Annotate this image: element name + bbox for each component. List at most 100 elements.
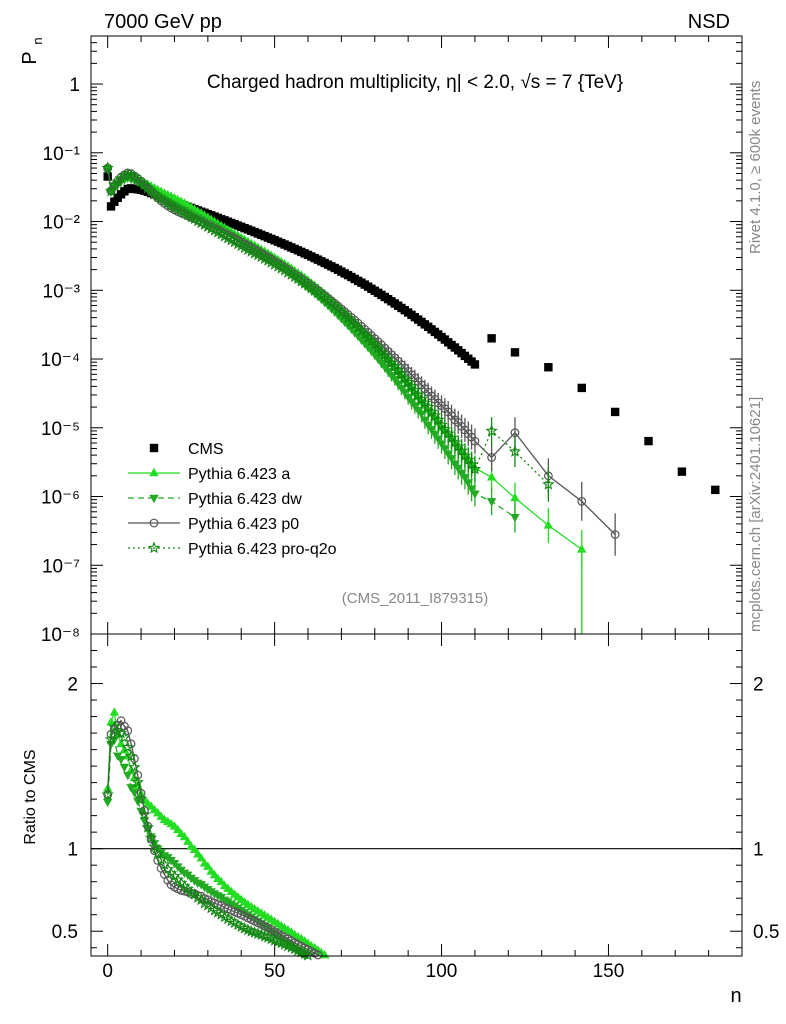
- data-point: [403, 393, 413, 403]
- data-point: [577, 544, 587, 553]
- main-plot-series: [101, 161, 720, 634]
- ratio-axis-ticks: 0.5 0.5 1 1 2 2 0 50 100 150: [52, 634, 779, 982]
- ratio-point: [108, 720, 121, 733]
- ratio-point: [301, 948, 315, 961]
- ratio-y-tick-label: 2: [67, 675, 78, 696]
- ratio-series-pythia-6-423-p0: [103, 716, 323, 960]
- ratio-point: [141, 820, 154, 833]
- data-point: [610, 530, 620, 539]
- series-line: [107, 167, 583, 550]
- ratio-point: [148, 840, 161, 852]
- data-point: [430, 430, 440, 440]
- ratio-point: [121, 740, 134, 753]
- ratio-point: [248, 926, 261, 938]
- data-point: [644, 436, 653, 446]
- ratio-line: [107, 712, 326, 956]
- ratio-point: [203, 861, 213, 870]
- series-pythia-6-423-a: [102, 162, 587, 569]
- chart-title: Charged hadron multiplicity, η| < 2.0, √…: [207, 72, 623, 93]
- data-point: [677, 467, 687, 476]
- ratio-point: [102, 798, 113, 808]
- ratio-plot-series: [101, 707, 330, 961]
- y-tick-label: 10⁻²: [43, 213, 81, 234]
- x-tick-label: 150: [593, 961, 625, 982]
- analysis-label: (CMS_2011_I879315): [342, 590, 488, 607]
- series-pythia-6-423-pro-q2o: [101, 161, 555, 502]
- data-point: [487, 453, 497, 462]
- data-point: [440, 445, 450, 454]
- legend-marker: [149, 518, 159, 528]
- legend-label: CMS: [188, 441, 224, 458]
- legend-label: Pythia 6.423 dw: [188, 491, 302, 508]
- legend: CMS Pythia 6.423 a Pythia 6.423 dw Pythia 6…: [128, 441, 337, 558]
- ratio-point: [101, 788, 114, 800]
- ratio-point: [134, 792, 148, 805]
- ratio-point: [104, 732, 118, 745]
- ratio-point: [123, 726, 133, 736]
- data-point: [450, 460, 460, 469]
- data-point: [486, 498, 497, 507]
- data-point: [460, 474, 470, 483]
- data-point: [121, 168, 134, 180]
- series-line: [107, 167, 616, 535]
- legend-marker: [149, 467, 159, 477]
- ratio-point: [109, 707, 120, 716]
- ratio-point: [126, 765, 136, 774]
- data-point: [610, 407, 620, 417]
- data-point: [466, 485, 477, 494]
- ratio-point: [196, 852, 206, 862]
- data-point: [711, 485, 720, 495]
- ratio-point: [116, 738, 126, 748]
- y-tick-label: 1: [69, 75, 80, 96]
- data-point: [426, 426, 437, 435]
- data-point: [383, 367, 393, 377]
- x-tick-label: 100: [426, 961, 458, 982]
- legend-marker: [149, 494, 159, 504]
- ratio-line: [107, 719, 319, 956]
- data-point: [443, 450, 453, 459]
- ratio-point: [131, 775, 144, 788]
- ratio-axis-label: Ratio to CMS: [22, 749, 39, 844]
- data-point: [400, 388, 410, 398]
- side-rivet-label: Rivet 4.1.0, ≥ 600k events: [747, 81, 764, 254]
- ratio-y-tick-label-right: 0.5: [753, 922, 779, 943]
- ratio-point: [124, 749, 138, 762]
- ratio-point: [245, 924, 258, 937]
- legend-marker: [149, 443, 159, 453]
- ratio-point: [126, 784, 136, 793]
- ratio-point: [313, 950, 323, 960]
- data-point: [423, 421, 433, 431]
- ratio-y-tick-label: 0.5: [52, 922, 78, 943]
- data-point: [453, 464, 463, 474]
- legend-label: Pythia 6.423 a: [188, 466, 290, 483]
- data-point: [106, 202, 116, 211]
- ratio-point: [189, 844, 200, 853]
- data-point: [463, 479, 473, 488]
- data-point: [543, 520, 554, 529]
- data-point: [542, 477, 555, 490]
- legend-label: Pythia 6.423 p0: [188, 516, 299, 533]
- data-point: [103, 172, 112, 181]
- y-axis-label-main: P: [19, 51, 41, 64]
- data-point: [433, 435, 443, 445]
- series-pythia-6-423-p0: [103, 163, 620, 556]
- series-line: [107, 167, 549, 485]
- data-point: [577, 496, 587, 506]
- y-tick-label: 10⁻⁸: [41, 625, 80, 646]
- x-tick-label: 0: [102, 961, 113, 982]
- data-point: [456, 469, 467, 479]
- data-point: [510, 514, 520, 523]
- data-point: [485, 424, 498, 437]
- ratio-point: [138, 808, 151, 820]
- ratio-series-pythia-6-423-a: [102, 707, 330, 959]
- ratio-point: [123, 771, 133, 781]
- data-point: [577, 383, 586, 393]
- ratio-y-tick-label-right: 2: [753, 675, 764, 696]
- y-tick-label: 10⁻⁴: [41, 350, 80, 371]
- ratio-point: [140, 806, 149, 815]
- ratio-point: [119, 763, 130, 773]
- energy-label: 7000 GeV pp: [104, 11, 222, 33]
- process-label: NSD: [688, 11, 730, 33]
- ratio-point: [251, 927, 265, 940]
